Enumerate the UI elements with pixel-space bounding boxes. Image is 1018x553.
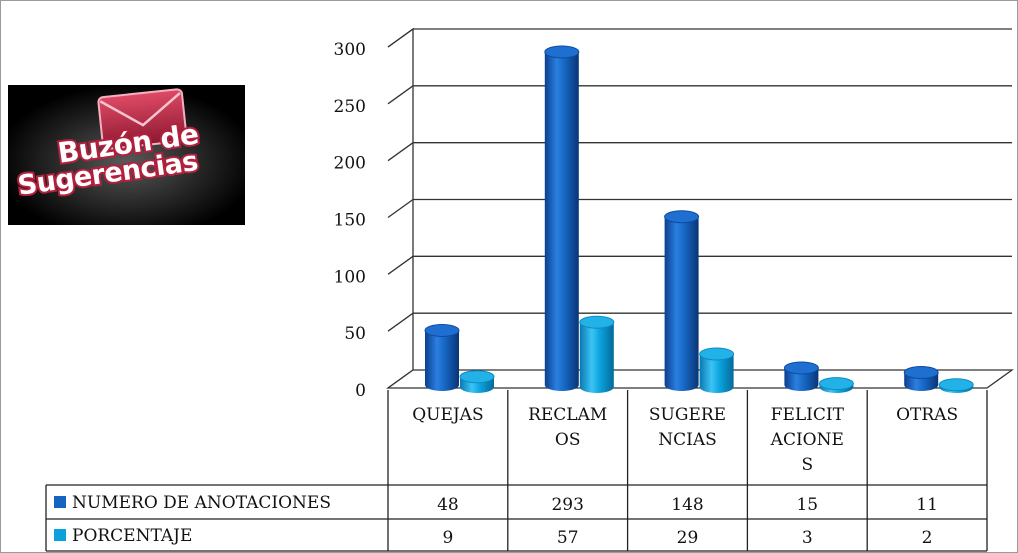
x-category-label: SUGERE [649,405,726,425]
x-category-label: OTRAS [896,405,958,425]
bar-porcentaje [938,378,974,393]
envelope-icon [8,85,245,225]
bar-numero-de-anotaciones [424,323,460,391]
x-category-label: ACIONE [770,430,844,450]
x-category-label: FELICIT [771,405,845,425]
gridline [387,255,1012,275]
y-tick-label: 250 [334,97,366,117]
data-label: 2 [922,528,933,548]
gridline [387,28,1012,48]
legend-series-name: PORCENTAJE [72,526,192,546]
suggestion-box-logo: Buzón de Sugerencias [8,85,245,225]
y-tick-label: 50 [344,324,366,344]
data-label: 15 [796,495,818,515]
bars [424,45,974,393]
y-tick-label: 0 [355,381,366,401]
data-label: 29 [677,528,699,548]
gridline [387,198,1012,219]
y-tick-label: 300 [334,40,366,60]
data-label: 148 [671,495,703,515]
y-tick-label: 100 [334,267,366,287]
data-label: 48 [437,495,459,515]
data-label: 11 [916,495,938,515]
bar-porcentaje [699,347,735,393]
data-label: 9 [442,528,453,548]
bar-numero-de-anotaciones [783,361,819,392]
x-category-label: RECLAM [528,405,607,425]
x-category-label: NCIAS [658,430,717,450]
gridline [387,312,1012,332]
bar-numero-de-anotaciones [664,210,700,392]
x-category-label: OS [555,430,581,450]
bar-porcentaje [459,370,495,393]
legend-swatch [54,529,66,541]
legend-series-name: NUMERO DE ANOTACIONES [72,493,331,513]
y-axis: 0 50 100 150 200 250 300 [334,40,366,401]
bar-porcentaje [818,377,854,393]
x-category-label: QUEJAS [412,405,483,425]
gridline [387,85,1012,105]
bar-numero-de-anotaciones [903,365,939,392]
data-label: 3 [802,528,813,548]
y-tick-label: 150 [334,211,366,231]
grid-lines [387,28,1012,332]
data-label: 293 [551,495,583,515]
legend-swatch [54,496,66,508]
y-tick-label: 200 [334,154,366,174]
gridline [387,142,1012,162]
x-category-label: S [801,455,813,475]
bar-porcentaje [579,315,615,393]
data-label: 57 [557,528,579,548]
data-table: QUEJAS RECLAM OS SUGERE NCIAS FELICIT ACIONE S O… [45,390,988,552]
bar-numero-de-anotaciones [544,45,580,392]
chart-walls [385,27,1015,389]
